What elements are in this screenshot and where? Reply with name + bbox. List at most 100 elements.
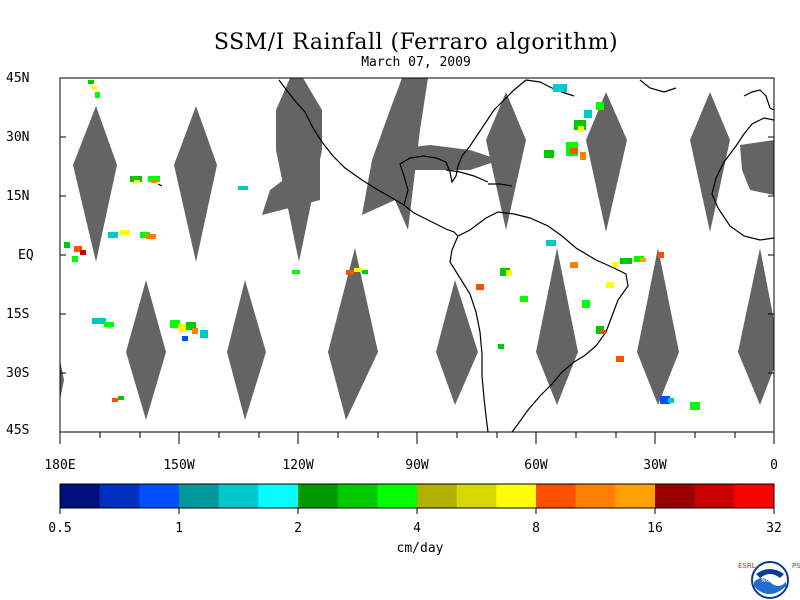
lat-label: 30S [6,366,30,381]
gap-swath [227,280,266,420]
colorbar-swatch [734,484,775,508]
colorbar-swatch [60,484,100,508]
lon-label: 150W [163,458,195,473]
coastline-south-america [457,211,629,432]
rain-pixel [120,230,130,235]
rain-pixel [140,232,150,238]
rain-pixel [668,398,674,403]
colorbar-swatch [377,484,418,508]
rain-cluster-south-america [476,240,624,362]
gap-swath [328,248,378,420]
colorbar-swatch [496,484,537,508]
rain-pixel [578,126,584,132]
rain-pixel [152,180,157,183]
colorbar-swatch [337,484,378,508]
rain-pixel [600,330,606,334]
lon-label: 0 [770,458,778,473]
psd-label: PSD [792,562,800,570]
colorbar-swatch [655,484,695,508]
colorbar-swatch [298,484,338,508]
colorbar-tick-label: 2 [294,521,302,536]
rain-pixel [186,322,196,330]
rain-pixel [130,176,142,182]
colorbar-swatch [258,484,299,508]
rain-pixel [170,320,180,328]
rain-pixel [553,84,567,92]
rain-cluster-north-pacific [88,80,604,275]
coastline-northeast [525,79,575,97]
rain-pixel [72,256,78,262]
gap-swath [262,110,320,215]
coastline-gulf-atlantic [399,79,527,206]
rain-pixel [346,270,354,275]
lat-label: 45S [6,423,30,438]
colorbar-unit-label: cm/day [396,541,444,556]
rain-pixel [112,398,118,402]
rain-pixel [92,318,106,324]
rain-pixel [580,152,586,160]
lat-ticks [60,77,774,433]
lat-label: 45N [6,71,30,86]
lon-label: 30W [643,458,667,473]
rain-pixel [570,262,578,268]
gap-swath [740,140,774,195]
colorbar-swatch [218,484,259,508]
coastline-europe [743,89,774,111]
rain-pixel [108,232,118,238]
coastline-south-america-west [449,235,489,432]
colorbar-tick-label: 0.5 [48,521,72,536]
coastline-north-america [278,79,459,237]
rain-pixel [498,344,504,349]
gap-swath [126,280,166,420]
data-gap-swaths [60,78,774,420]
rain-pixel [88,80,94,84]
map-title: SSM/I Rainfall (Ferraro algorithm) [213,30,619,55]
gap-swath [536,248,578,405]
colorbar-tick-label: 4 [413,521,421,536]
rain-pixel [620,258,632,264]
rain-pixel [574,120,586,130]
rain-pixel [74,246,82,252]
coastline-greenland [639,79,677,93]
colorbar-swatch [615,484,656,508]
rainfall-patches [64,80,700,410]
rain-pixel [520,296,528,302]
colorbar-swatch [139,484,180,508]
rain-cluster-tropics [64,230,664,267]
rain-pixel [690,402,700,410]
rain-pixel [95,92,100,98]
gap-swath [174,106,217,262]
rain-pixel [616,356,624,362]
rain-pixel [658,252,664,258]
gap-swath [586,92,627,232]
rain-pixel [506,270,512,276]
rain-pixel [134,180,140,183]
lon-label: 60W [524,458,548,473]
lat-label: 15N [6,189,30,204]
rain-pixel [200,330,208,338]
coastline-hispaniola [488,183,513,187]
gap-swath [60,360,64,400]
gap-swath [486,92,526,230]
gap-swath [436,280,478,405]
map-date: March 07, 2009 [361,55,471,70]
rain-pixel [238,186,248,190]
colorbar-swatch [575,484,616,508]
gap-swath [390,145,500,170]
rain-pixel [146,234,156,239]
rain-cluster-south-pacific [92,318,700,410]
gap-swath [73,106,117,262]
colorbar [59,483,775,514]
lon-label: 180E [44,458,76,473]
rain-pixel [362,270,368,274]
colorbar-swatch [694,484,735,508]
noaa-logo-icon: NOAA [751,561,789,599]
rain-pixel [606,282,614,288]
colorbar-tick-label: 32 [766,521,782,536]
rain-pixel [192,328,198,334]
rain-pixel [148,176,160,182]
colorbar-swatch [456,484,497,508]
rain-pixel [104,322,114,327]
rain-pixel [640,258,646,262]
rain-pixel [118,396,124,400]
